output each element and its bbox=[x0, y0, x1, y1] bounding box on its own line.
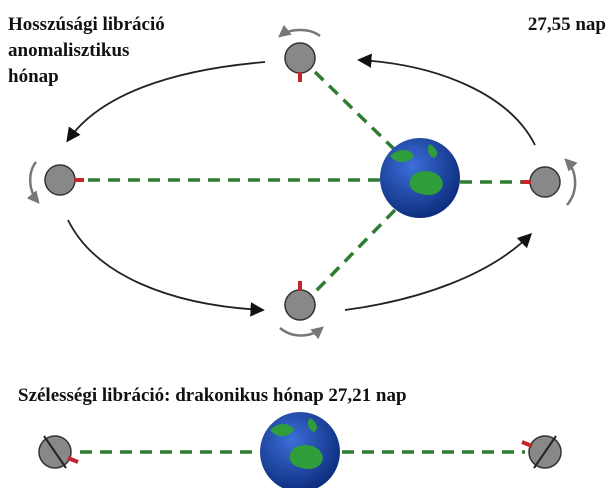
dashed-lines bbox=[78, 70, 527, 294]
title-line: hónap bbox=[8, 66, 59, 87]
orbit-arrows bbox=[66, 53, 536, 317]
earth bbox=[380, 138, 460, 218]
moons bbox=[44, 42, 561, 321]
caption: Szélességi libráció: drakonikus hónap 27… bbox=[18, 385, 407, 406]
bottom-diagram bbox=[38, 412, 562, 488]
period-label: 27,55 nap bbox=[528, 14, 606, 35]
title-line: Hosszúsági libráció bbox=[8, 14, 165, 35]
title-line: anomalisztikus bbox=[8, 40, 129, 61]
rotation-arrows bbox=[26, 24, 578, 340]
